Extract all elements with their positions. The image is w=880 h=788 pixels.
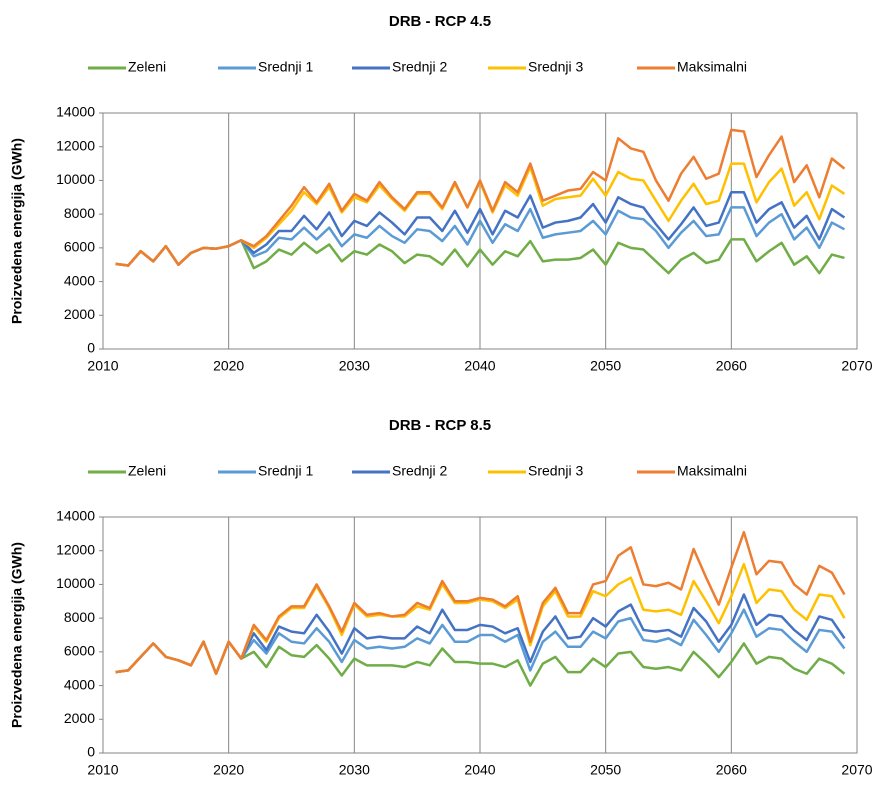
legend-label: Srednji 2 xyxy=(392,463,447,479)
x-tick-label: 2020 xyxy=(213,762,244,778)
y-tick-label: 10000 xyxy=(56,171,95,187)
chart: DRB - RCP 8.5 Proizvedena energija (GWh) 0… xyxy=(9,417,873,778)
x-tick-label: 2070 xyxy=(841,762,872,778)
legend-label: Srednji 3 xyxy=(528,463,583,479)
x-tick-label: 2060 xyxy=(716,762,747,778)
legend-label: Srednji 1 xyxy=(258,59,313,75)
y-tick-label: 0 xyxy=(87,340,95,356)
y-tick-label: 8000 xyxy=(64,609,95,625)
x-tick-label: 2010 xyxy=(87,358,118,374)
legend-label: Srednji 1 xyxy=(258,463,313,479)
legend-label: Srednji 3 xyxy=(528,59,583,75)
y-tick-label: 12000 xyxy=(56,541,95,557)
x-tick-label: 2040 xyxy=(464,762,495,778)
y-tick-label: 8000 xyxy=(64,205,95,221)
line-series xyxy=(115,128,846,267)
legend-label: Srednji 2 xyxy=(392,59,447,75)
y-tick-label: 10000 xyxy=(56,575,95,591)
legend-label: Zeleni xyxy=(128,59,166,75)
x-tick-label: 2020 xyxy=(213,358,244,374)
legend-label: Zeleni xyxy=(128,463,166,479)
x-tick-label: 2050 xyxy=(590,358,621,374)
y-tick-label: 14000 xyxy=(56,508,95,524)
y-tick-label: 6000 xyxy=(64,643,95,659)
y-axis-label: Proizvedena energija (GWh) xyxy=(9,542,25,728)
y-tick-label: 4000 xyxy=(64,272,95,288)
line-series xyxy=(115,530,846,676)
y-tick-label: 4000 xyxy=(64,676,95,692)
x-tick-label: 2030 xyxy=(339,358,370,374)
x-tick-label: 2050 xyxy=(590,762,621,778)
legend-label: Maksimalni xyxy=(677,463,747,479)
x-tick-label: 2010 xyxy=(87,762,118,778)
chart: DRB - RCP 4.5 Proizvedena energija (GWh) 0… xyxy=(9,13,873,374)
x-tick-label: 2070 xyxy=(841,358,872,374)
chart-title: DRB - RCP 8.5 xyxy=(389,417,491,434)
legend-label: Maksimalni xyxy=(677,59,747,75)
y-tick-label: 0 xyxy=(87,744,95,760)
y-tick-label: 2000 xyxy=(64,710,95,726)
chart-title: DRB - RCP 4.5 xyxy=(389,13,491,30)
y-tick-label: 2000 xyxy=(64,306,95,322)
y-tick-label: 12000 xyxy=(56,137,95,153)
x-tick-label: 2030 xyxy=(339,762,370,778)
x-tick-label: 2040 xyxy=(464,358,495,374)
y-axis-label: Proizvedena energija (GWh) xyxy=(9,138,25,324)
y-tick-label: 6000 xyxy=(64,239,95,255)
x-tick-label: 2060 xyxy=(716,358,747,374)
y-tick-label: 14000 xyxy=(56,104,95,120)
